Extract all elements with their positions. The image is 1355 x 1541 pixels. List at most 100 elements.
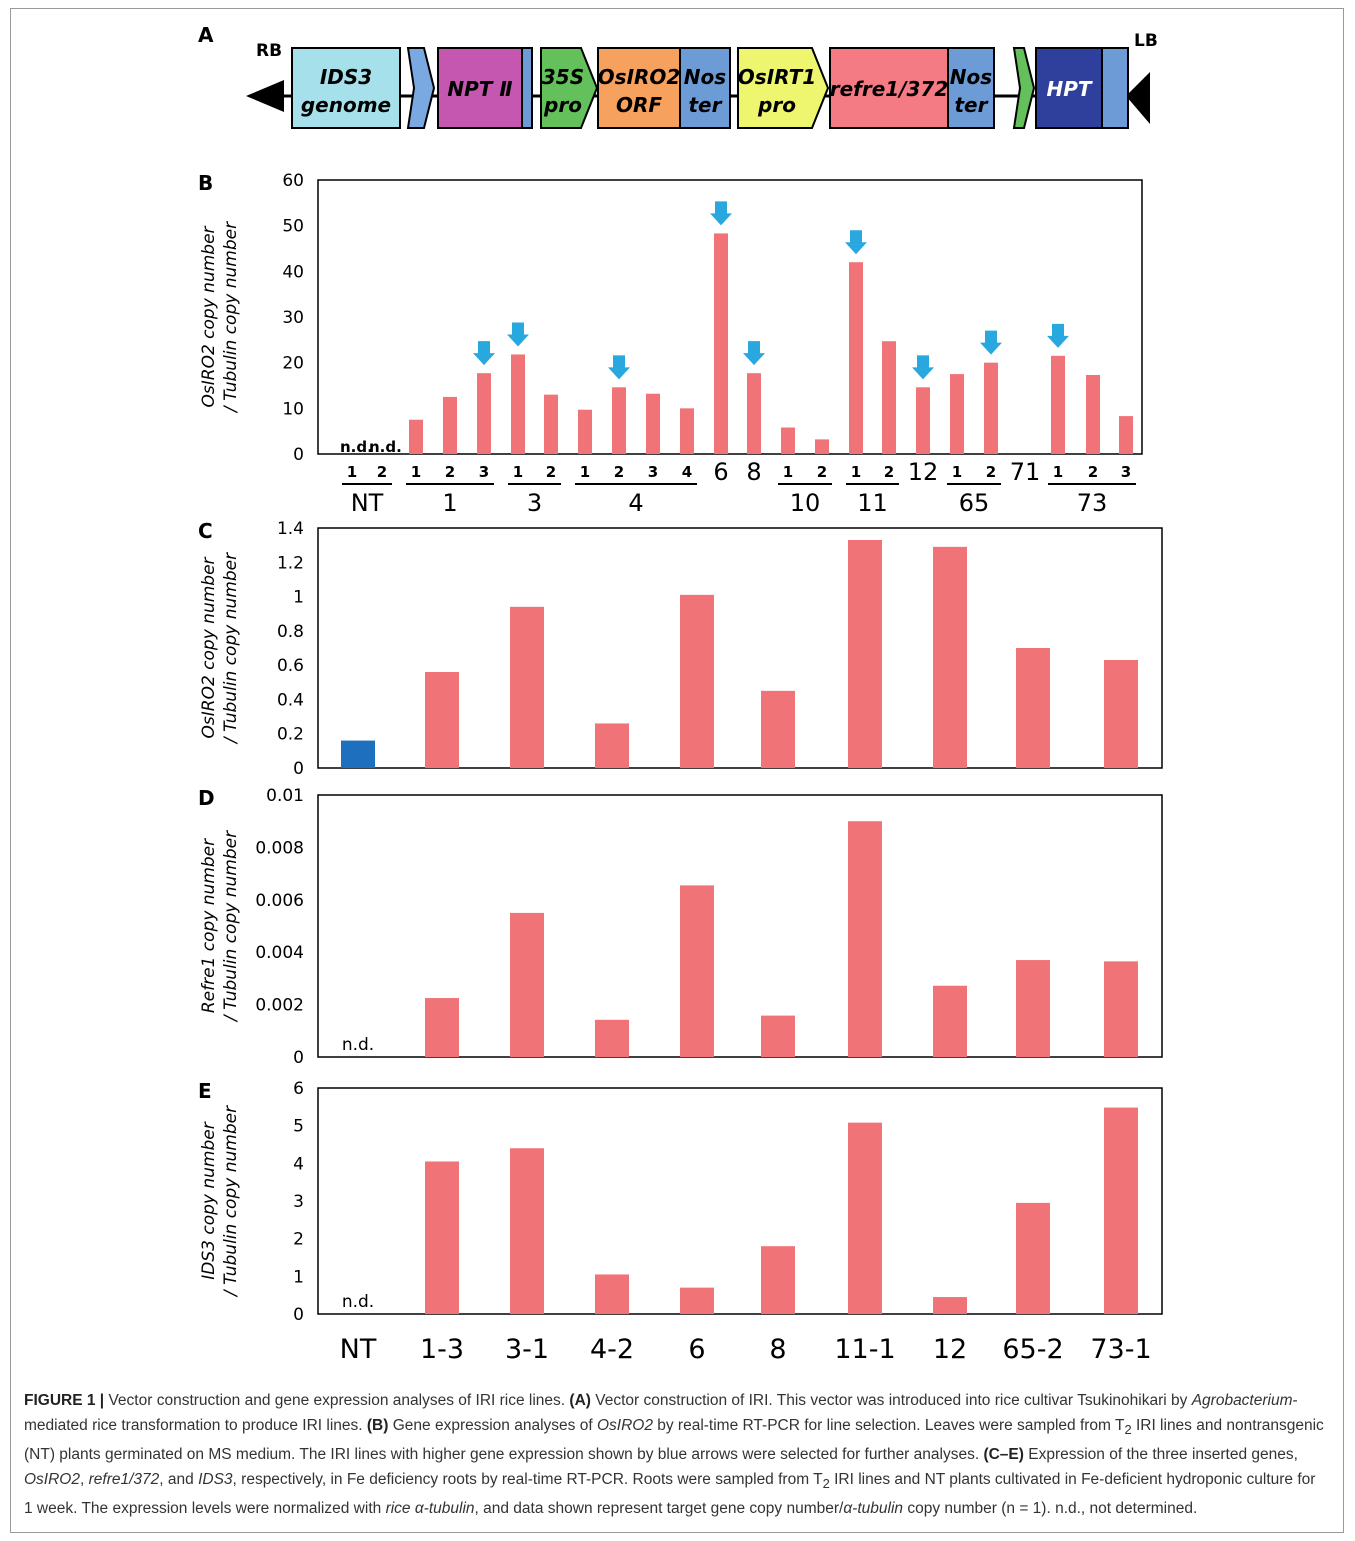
y-tick-label: 20	[282, 354, 304, 374]
vector-element-npt-arrow	[406, 47, 436, 129]
bar	[646, 393, 660, 454]
vector-label-ids3: IDS3	[320, 65, 372, 89]
x-tick-label: 73-1	[1090, 1334, 1151, 1365]
bar	[341, 740, 375, 768]
x-group-label: 10	[790, 489, 821, 517]
vector-label-noster2: ter	[955, 93, 989, 117]
vector-label-noster1: Nos	[684, 65, 726, 89]
vector-element-p35s	[540, 47, 599, 129]
vector-label-noster2: Nos	[950, 65, 992, 89]
x-subtick-label: 2	[377, 463, 387, 481]
y-tick-label: 0.4	[277, 690, 304, 710]
caption-text: Gene expression analyses of	[392, 1417, 593, 1434]
lb-label: LB	[1134, 31, 1158, 51]
caption-text: IRI lines and NT plants cultivated in Fe…	[24, 1471, 1316, 1518]
bar	[595, 1274, 629, 1314]
y-tick-label: 0.2	[277, 725, 304, 745]
x-subtick-label: 3	[1121, 463, 1131, 481]
bar	[882, 341, 896, 454]
panel-letter: E	[198, 1079, 212, 1103]
x-subtick-label: 1	[411, 463, 421, 481]
caption-italic: refre1/372	[88, 1471, 160, 1489]
plot-frame	[317, 1087, 1163, 1315]
selected-arrow-icon	[845, 230, 867, 255]
y-axis-label: IDS3 copy number / Tubulin copy number	[199, 1105, 241, 1298]
y-tick-label: 0.8	[277, 622, 304, 642]
x-group-label: 11	[857, 489, 888, 517]
y-tick-label: 10	[282, 399, 304, 419]
bar	[477, 373, 491, 454]
caption-italic: rice α-tubulin	[385, 1500, 475, 1518]
y-tick-label: 2	[293, 1230, 304, 1250]
vector-label-p35s: 35S	[542, 65, 584, 89]
bar	[510, 912, 544, 1057]
bar	[595, 723, 629, 768]
x-tick-label: 1-3	[420, 1334, 464, 1365]
lb-border-triangle	[1126, 72, 1150, 124]
y-axis-label-line2: / Tubulin copy number	[221, 221, 241, 414]
figure-canvas: A RB LB IDS3 genome NPT Ⅱ 35S pro OsIRO2 ORF Nos te…	[198, 23, 1163, 1365]
bar	[425, 1161, 459, 1314]
nd-label: n.d.	[342, 1035, 374, 1055]
x-group-label: 71	[1010, 458, 1041, 486]
nd-label: n.d.	[342, 1292, 374, 1312]
hpt-cap	[1101, 47, 1129, 129]
vector-label-osiro2: OsIRO2	[598, 65, 681, 89]
bar	[680, 885, 714, 1057]
bar	[511, 354, 525, 454]
bar	[1016, 1202, 1050, 1314]
chart-d: 0 0.002 0.004 0.006 0.008 0.01 Refre1 copy num…	[198, 786, 1163, 1068]
chart-b: 0 10 20 30 40 50 60 OsIRO2 copy number / Tubulin…	[198, 171, 1143, 517]
y-axis-label-line1: Refre1 copy number	[199, 838, 219, 1013]
bar	[1016, 648, 1050, 768]
y-tick-label: 1.4	[277, 519, 304, 539]
vector-element-hpt-arrow	[1012, 47, 1036, 129]
rb-label: RB	[256, 41, 282, 61]
caption-italic: OsIRO2	[24, 1471, 80, 1489]
y-tick-label: 60	[282, 171, 304, 191]
caption-italic: Agrobacterium	[1191, 1392, 1293, 1409]
x-tick-label: 6	[688, 1334, 705, 1365]
x-tick-label: 11-1	[834, 1334, 895, 1365]
bar	[1086, 374, 1100, 454]
caption-text: Expression of the three inserted genes,	[1028, 1446, 1298, 1464]
x-group-label: 12	[908, 458, 939, 486]
bar	[510, 1148, 544, 1314]
bar	[714, 233, 728, 454]
x-group-label: 3	[527, 489, 542, 517]
selected-arrow-icon	[1047, 323, 1069, 348]
x-subtick-label: 1	[952, 463, 962, 481]
vector-label-ids3: genome	[301, 93, 391, 117]
caption-text: by real-time RT-PCR for line selection. …	[657, 1417, 1125, 1434]
figure-caption: FIGURE 1 | Vector construction and gene …	[24, 1388, 1324, 1521]
bar	[510, 606, 544, 768]
caption-text: ,	[79, 1471, 85, 1489]
caption-text: copy number (n = 1). n.d., not determine…	[907, 1500, 1198, 1518]
y-axis-label: Refre1 copy number / Tubulin copy number	[199, 830, 241, 1023]
y-axis-label: OsIRO2 copy number / Tubulin copy number	[199, 221, 241, 414]
y-tick-label: 1	[293, 1267, 304, 1287]
bar	[933, 546, 967, 768]
vector-label-npt2: NPT Ⅱ	[447, 77, 512, 101]
vector-label-osirt1: OsIRT1	[738, 65, 816, 89]
caption-panel-b: (B)	[366, 1417, 389, 1434]
y-axis-label: OsIRO2 copy number / Tubulin copy number	[199, 552, 241, 745]
bar	[1104, 1107, 1138, 1314]
x-subtick-label: 2	[986, 463, 996, 481]
vector-element-hpt	[1035, 47, 1103, 129]
chart-c: 0 0.2 0.4 0.6 0.8 1 1.2 1.4 OsIRO2 copy number / …	[198, 519, 1163, 779]
selected-arrow-icon	[980, 330, 1002, 355]
selected-arrow-icon	[608, 355, 630, 380]
caption-panel-a: (A)	[569, 1392, 591, 1409]
bar	[747, 373, 761, 454]
plot-frame	[317, 527, 1163, 769]
bar	[761, 1015, 795, 1057]
x-group-label: 6	[713, 458, 728, 486]
y-tick-label: 50	[282, 217, 304, 237]
vector-element-npt2	[437, 47, 523, 129]
bar	[1016, 960, 1050, 1057]
bar	[425, 672, 459, 768]
x-subtick-label: 2	[445, 463, 455, 481]
x-group-label: 4	[628, 489, 643, 517]
caption-text: , respectively, in Fe deficiency roots b…	[232, 1471, 823, 1489]
